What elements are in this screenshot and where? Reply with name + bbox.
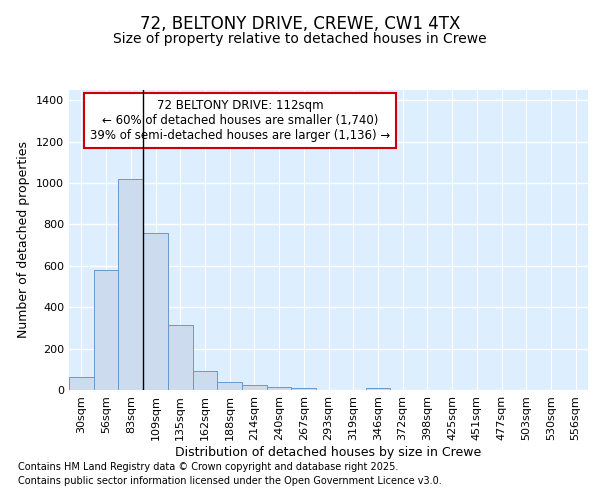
Y-axis label: Number of detached properties: Number of detached properties [17,142,31,338]
Bar [69,376,94,390]
Bar [242,385,267,390]
Bar [217,382,242,390]
Bar [267,387,292,390]
Bar [94,270,118,390]
Bar [365,388,390,390]
Bar [193,372,217,390]
Bar [118,179,143,390]
Bar [143,233,168,390]
X-axis label: Distribution of detached houses by size in Crewe: Distribution of detached houses by size … [175,446,482,458]
Bar [168,325,193,390]
Text: 72, BELTONY DRIVE, CREWE, CW1 4TX: 72, BELTONY DRIVE, CREWE, CW1 4TX [140,15,460,33]
Text: Size of property relative to detached houses in Crewe: Size of property relative to detached ho… [113,32,487,46]
Text: 72 BELTONY DRIVE: 112sqm
← 60% of detached houses are smaller (1,740)
39% of sem: 72 BELTONY DRIVE: 112sqm ← 60% of detach… [90,99,391,142]
Text: Contains HM Land Registry data © Crown copyright and database right 2025.: Contains HM Land Registry data © Crown c… [18,462,398,472]
Bar [292,388,316,390]
Text: Contains public sector information licensed under the Open Government Licence v3: Contains public sector information licen… [18,476,442,486]
